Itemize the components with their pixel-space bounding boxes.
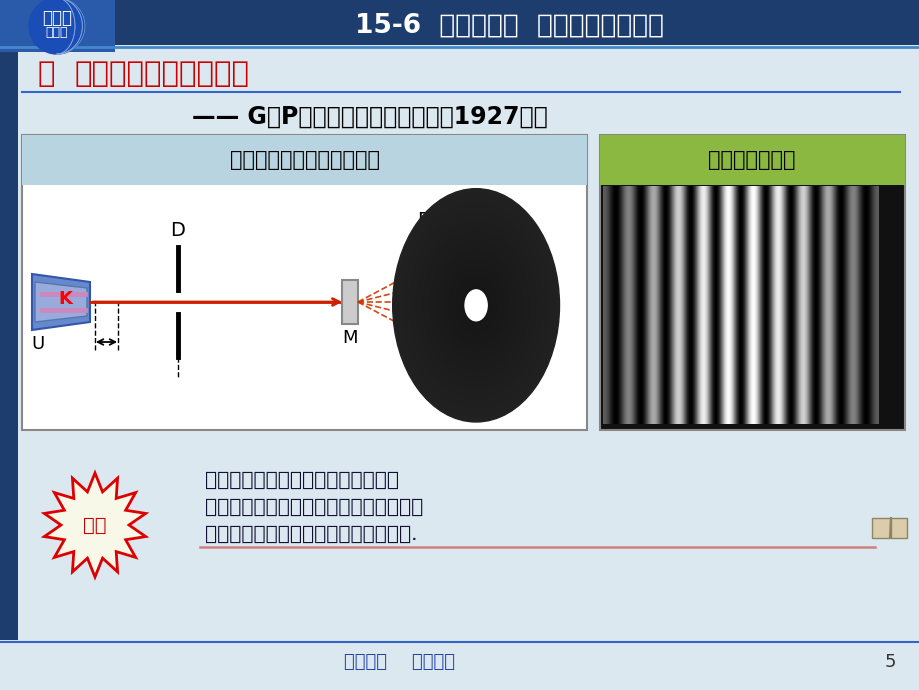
Circle shape [472,301,479,310]
Circle shape [419,227,532,384]
FancyBboxPatch shape [0,0,919,45]
Polygon shape [32,274,90,330]
Circle shape [431,244,520,367]
Text: 质子、中子、氦原子等都已证实具有波动: 质子、中子、氦原子等都已证实具有波动 [205,497,423,517]
FancyBboxPatch shape [890,518,906,538]
Circle shape [459,282,493,329]
Text: D: D [170,221,186,239]
Circle shape [438,253,513,357]
Circle shape [430,241,521,370]
Circle shape [418,224,533,386]
Circle shape [443,260,508,351]
Text: K: K [58,290,72,308]
Circle shape [462,286,489,324]
FancyBboxPatch shape [871,518,889,538]
Circle shape [450,270,501,341]
Circle shape [423,232,528,379]
FancyBboxPatch shape [22,135,586,430]
Circle shape [465,291,486,319]
Circle shape [441,257,509,353]
Circle shape [411,215,540,396]
Circle shape [404,206,547,405]
Circle shape [408,210,544,400]
Circle shape [445,262,506,348]
Circle shape [457,279,494,331]
Circle shape [428,239,523,372]
Text: 电子双缝衍射图: 电子双缝衍射图 [708,150,795,170]
Text: 第五版: 第五版 [46,26,68,39]
Circle shape [437,250,515,360]
Circle shape [435,248,516,362]
Circle shape [406,208,545,403]
Text: 不仅是电子，而且其他实物粒子，如: 不仅是电子，而且其他实物粒子，如 [205,471,399,489]
Polygon shape [44,473,145,577]
FancyBboxPatch shape [0,0,115,52]
Circle shape [452,272,499,339]
Circle shape [464,290,487,321]
Circle shape [392,188,559,422]
Circle shape [455,277,496,334]
Circle shape [397,196,554,415]
FancyBboxPatch shape [342,280,357,324]
FancyBboxPatch shape [599,135,904,185]
FancyBboxPatch shape [22,135,586,185]
Circle shape [464,288,487,322]
Text: M: M [342,329,357,347]
Circle shape [425,234,527,377]
FancyBboxPatch shape [0,0,18,640]
Circle shape [453,275,498,336]
Circle shape [426,236,525,375]
Circle shape [416,222,535,388]
Text: 德布罗意波的实验证明: 德布罗意波的实验证明 [75,60,250,88]
Text: 5: 5 [883,653,895,671]
Circle shape [413,217,539,393]
Circle shape [460,284,491,327]
Circle shape [433,246,518,365]
Circle shape [394,191,557,420]
Text: 注意: 注意 [83,515,107,535]
Circle shape [440,255,511,355]
Circle shape [409,213,542,398]
Circle shape [414,219,537,391]
Circle shape [469,296,482,315]
Circle shape [396,193,555,417]
Text: —— G．P．汤姆孙电子衍射实验（1927年）: —— G．P．汤姆孙电子衍射实验（1927年） [192,105,548,129]
Text: U: U [31,335,45,353]
Circle shape [401,201,550,410]
Circle shape [471,298,481,313]
Text: 15-6  德布罗意波  实物粒子的二象性: 15-6 德布罗意波 实物粒子的二象性 [355,13,664,39]
FancyBboxPatch shape [599,135,904,430]
Text: 物理学: 物理学 [42,9,72,27]
Polygon shape [35,282,87,322]
Text: 性，波动性是所有微观粒子的固有属性.: 性，波动性是所有微观粒子的固有属性. [205,524,417,544]
Circle shape [448,267,503,344]
Circle shape [467,293,484,317]
Text: P: P [417,210,428,230]
Circle shape [421,229,530,382]
Text: 二: 二 [38,60,55,88]
Circle shape [474,303,477,308]
Text: 电子束透过多晶铝箔的衍射: 电子束透过多晶铝箔的衍射 [230,150,380,170]
Text: 第十五章    量子物理: 第十五章 量子物理 [344,653,455,671]
Circle shape [403,203,549,408]
Circle shape [29,0,85,54]
FancyBboxPatch shape [410,234,421,370]
Circle shape [399,198,552,413]
Circle shape [447,265,505,346]
